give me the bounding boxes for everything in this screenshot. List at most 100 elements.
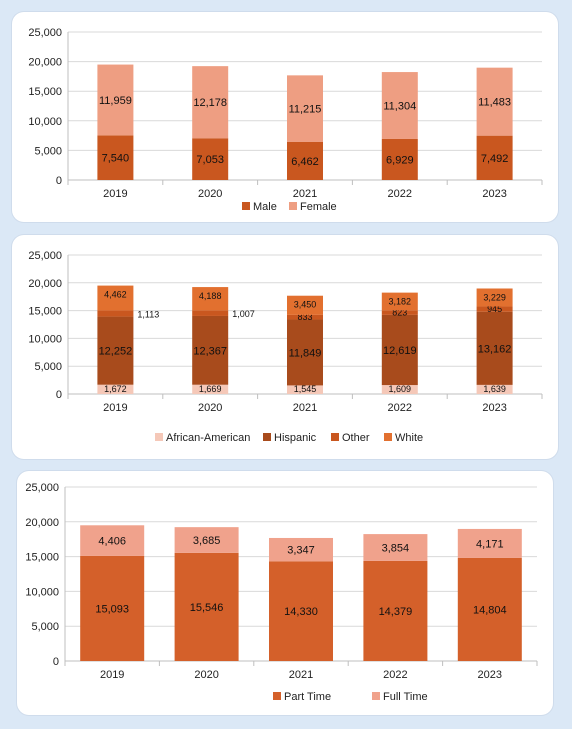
data-label: 6,462 xyxy=(291,156,319,168)
data-label: 14,379 xyxy=(379,606,413,618)
bar-white-2020 xyxy=(192,287,229,311)
x-tick-label: 2023 xyxy=(482,402,506,414)
bar-male-2023 xyxy=(476,135,513,180)
x-tick-label: 2022 xyxy=(388,188,412,200)
data-label: 3,854 xyxy=(382,543,410,555)
bar-part-time-2021 xyxy=(269,561,333,661)
legend-swatch-female xyxy=(289,202,297,210)
data-label: 1,672 xyxy=(104,384,127,394)
data-label: 13,162 xyxy=(478,343,512,355)
data-label: 12,619 xyxy=(383,345,417,357)
data-label: 11,959 xyxy=(99,95,132,107)
data-label: 15,546 xyxy=(190,602,224,614)
bar-hispanic-2021 xyxy=(287,319,323,386)
bar-male-2021 xyxy=(287,141,323,180)
y-tick-label: 10,000 xyxy=(28,116,62,128)
bar-african-american-2023 xyxy=(476,384,513,394)
data-label: 945 xyxy=(487,304,502,314)
data-label: 1,639 xyxy=(483,384,506,394)
data-label: 1,545 xyxy=(294,384,317,394)
x-tick-label: 2021 xyxy=(289,669,313,681)
legend-label-male: Male xyxy=(253,201,277,213)
data-label: 7,053 xyxy=(196,154,224,166)
x-tick-label: 2022 xyxy=(388,402,412,414)
data-label: 1,113 xyxy=(137,309,159,319)
y-tick-label: 15,000 xyxy=(25,552,59,564)
bar-african-american-2019 xyxy=(97,384,134,394)
bar-male-2019 xyxy=(97,135,134,180)
x-tick-label: 2019 xyxy=(103,188,127,200)
bar-hispanic-2020 xyxy=(192,315,229,385)
legend-swatch-part-time xyxy=(273,692,281,700)
bar-female-2023 xyxy=(476,67,513,136)
bar-african-american-2021 xyxy=(287,385,323,394)
y-tick-label: 25,000 xyxy=(28,27,62,39)
data-label: 12,367 xyxy=(193,345,227,357)
bar-white-2021 xyxy=(287,295,323,315)
bar-hispanic-2023 xyxy=(476,311,513,385)
y-tick-label: 0 xyxy=(56,389,62,401)
y-tick-label: 25,000 xyxy=(25,482,59,494)
y-tick-label: 25,000 xyxy=(28,250,62,262)
legend-label-female: Female xyxy=(300,201,337,213)
legend-label-other: Other xyxy=(342,432,370,444)
legend-swatch-male xyxy=(242,202,250,210)
bar-part-time-2019 xyxy=(80,555,145,661)
data-label: 12,252 xyxy=(99,346,133,358)
bar-hispanic-2019 xyxy=(97,316,134,385)
x-tick-label: 2021 xyxy=(293,188,317,200)
data-label: 1,609 xyxy=(389,384,412,394)
x-tick-label: 2020 xyxy=(198,188,222,200)
enrollment-status-chart: 0 5,000 10,000 15,000 20,000 25,000 15,093 4,40… xyxy=(25,482,538,703)
bar-african-american-2022 xyxy=(381,385,418,394)
x-tick-label: 2021 xyxy=(293,402,317,414)
ethnicity-chart-panel: 0 5,000 10,000 15,000 20,000 25,000 1,672 12,25… xyxy=(12,235,558,459)
legend-swatch-white xyxy=(384,433,392,441)
y-tick-label: 5,000 xyxy=(34,145,62,157)
data-label: 4,406 xyxy=(98,536,126,548)
bar-male-2022 xyxy=(381,138,418,180)
y-tick-label: 20,000 xyxy=(28,57,62,69)
data-label: 11,215 xyxy=(289,104,322,116)
bar-other-2020 xyxy=(192,310,229,316)
data-label: 11,483 xyxy=(478,97,511,109)
y-tick-label: 5,000 xyxy=(31,621,59,633)
x-tick-label: 2020 xyxy=(198,402,222,414)
data-label: 823 xyxy=(392,308,407,318)
bar-other-2019 xyxy=(97,310,134,317)
bar-female-2021 xyxy=(287,75,323,142)
data-label: 833 xyxy=(297,312,312,322)
legend-label-white: White xyxy=(395,432,423,444)
bar-female-2022 xyxy=(381,72,418,139)
data-label: 14,330 xyxy=(284,606,318,618)
gender-chart-panel: 0 5,000 10,000 15,000 20,000 25,000 7,540 11,95… xyxy=(12,12,558,222)
bar-full-time-2022 xyxy=(363,534,428,561)
bar-part-time-2020 xyxy=(174,552,239,661)
enrollment-status-chart-panel: 0 5,000 10,000 15,000 20,000 25,000 15,093 4,40… xyxy=(17,471,553,715)
bar-male-2020 xyxy=(192,138,229,180)
data-label: 3,182 xyxy=(389,297,412,307)
data-label: 12,178 xyxy=(193,97,227,109)
bar-hispanic-2022 xyxy=(381,314,418,386)
bar-white-2023 xyxy=(476,288,513,307)
y-tick-label: 0 xyxy=(56,175,62,187)
x-tick-label: 2019 xyxy=(103,402,127,414)
data-label: 15,093 xyxy=(95,603,129,615)
data-label: 1,669 xyxy=(199,384,222,394)
y-tick-label: 10,000 xyxy=(28,333,62,345)
bar-full-time-2020 xyxy=(174,527,239,553)
bar-part-time-2022 xyxy=(363,560,428,661)
data-label: 7,540 xyxy=(102,153,130,165)
legend-label-full-time: Full Time xyxy=(383,691,428,703)
data-label: 14,804 xyxy=(473,604,507,616)
bar-white-2019 xyxy=(97,285,134,311)
bar-african-american-2020 xyxy=(192,384,229,394)
legend-swatch-full-time xyxy=(372,692,380,700)
legend-swatch-hispanic xyxy=(263,433,271,441)
ethnicity-chart: 0 5,000 10,000 15,000 20,000 25,000 1,672 12,25… xyxy=(28,250,543,444)
data-label: 1,007 xyxy=(232,309,255,319)
bar-female-2019 xyxy=(97,64,134,136)
data-label: 7,492 xyxy=(481,153,509,165)
legend-label-hispanic: Hispanic xyxy=(274,432,317,444)
bar-other-2023 xyxy=(476,306,513,312)
